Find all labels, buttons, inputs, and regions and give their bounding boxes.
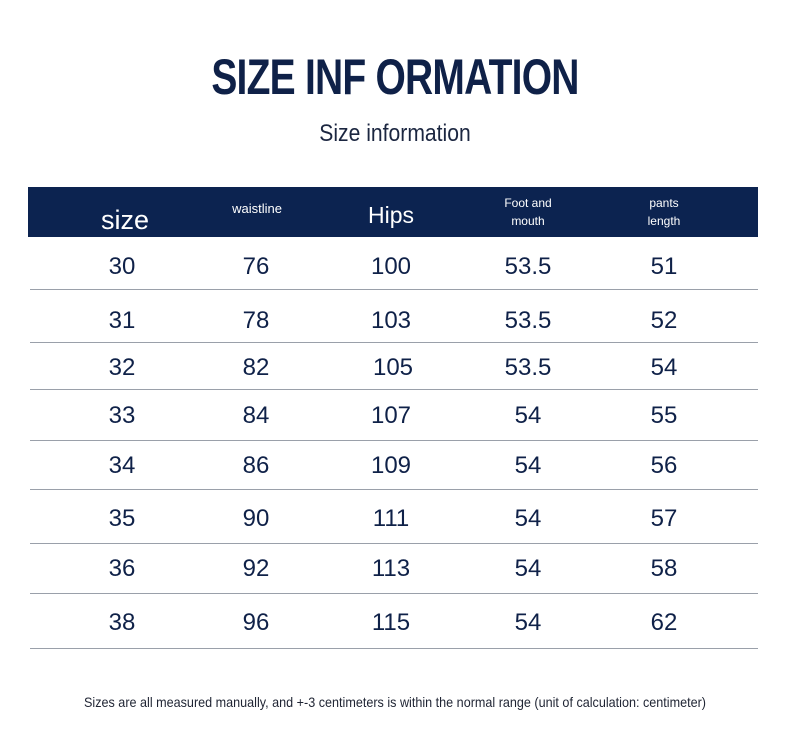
cell-waistline: 84 bbox=[242, 401, 270, 429]
cell-pants-length: 52 bbox=[650, 306, 678, 334]
cell-size: 31 bbox=[108, 306, 136, 334]
cell-waistline: 92 bbox=[242, 555, 270, 582]
cell-pants-length: 58 bbox=[650, 555, 678, 582]
cell-foot-and-mouth: 54 bbox=[514, 401, 542, 429]
size-table: size waistline Hips Foot and mouth pants… bbox=[28, 187, 758, 649]
cell-waistline: 76 bbox=[242, 253, 270, 280]
cell-foot-and-mouth: 53.5 bbox=[504, 253, 552, 280]
cell-foot-and-mouth: 54 bbox=[514, 504, 542, 532]
cell-pants-length: 57 bbox=[650, 504, 678, 532]
cell-size: 35 bbox=[108, 504, 136, 532]
header-size: size bbox=[100, 204, 150, 235]
table-row: 32 82 105 53.5 54 bbox=[30, 343, 758, 390]
cell-foot-and-mouth: 53.5 bbox=[504, 354, 552, 381]
table-row: 35 90 111 54 57 bbox=[30, 491, 758, 544]
cell-foot-and-mouth: 53.5 bbox=[504, 306, 552, 334]
footnote: Sizes are all measured manually, and +-3… bbox=[83, 694, 707, 710]
cell-hips: 109 bbox=[370, 452, 412, 479]
table-header: size waistline Hips Foot and mouth pants… bbox=[28, 187, 758, 237]
table-row: 36 92 113 54 58 bbox=[30, 544, 758, 594]
table-row: 38 96 115 54 62 bbox=[30, 595, 758, 649]
cell-size: 32 bbox=[108, 354, 136, 381]
cell-hips: 103 bbox=[370, 306, 412, 334]
cell-size: 34 bbox=[108, 452, 136, 479]
cell-size: 38 bbox=[108, 608, 136, 636]
cell-hips: 111 bbox=[372, 504, 410, 532]
page-title: SIZE INF ORMATION bbox=[211, 49, 579, 105]
table-row: 33 84 107 54 55 bbox=[30, 391, 758, 441]
cell-size: 30 bbox=[108, 253, 136, 280]
cell-waistline: 90 bbox=[242, 504, 270, 532]
table-row: 30 76 100 53.5 51 bbox=[30, 237, 758, 290]
cell-waistline: 96 bbox=[242, 608, 270, 636]
cell-waistline: 82 bbox=[242, 354, 270, 381]
cell-waistline: 78 bbox=[242, 306, 270, 334]
cell-hips: 105 bbox=[372, 354, 414, 381]
page-subtitle: Size information bbox=[319, 120, 471, 147]
table-row: 31 78 103 53.5 52 bbox=[30, 291, 758, 343]
cell-pants-length: 55 bbox=[650, 401, 678, 429]
cell-size: 36 bbox=[108, 555, 136, 582]
cell-pants-length: 62 bbox=[650, 608, 678, 636]
cell-hips: 100 bbox=[370, 253, 412, 280]
table-row: 34 86 109 54 56 bbox=[30, 441, 758, 490]
cell-hips: 115 bbox=[371, 608, 411, 636]
cell-hips: 107 bbox=[370, 401, 412, 429]
cell-size: 33 bbox=[108, 401, 136, 429]
header-waistline: waistline bbox=[232, 200, 282, 216]
header-pants-length: pants length bbox=[647, 196, 681, 228]
cell-pants-length: 56 bbox=[650, 452, 678, 479]
header-foot-and-mouth: Foot and mouth bbox=[504, 196, 552, 228]
cell-pants-length: 54 bbox=[650, 354, 678, 381]
cell-waistline: 86 bbox=[242, 452, 270, 479]
cell-pants-length: 51 bbox=[650, 253, 678, 280]
cell-foot-and-mouth: 54 bbox=[514, 555, 542, 582]
header-hips: Hips bbox=[367, 201, 415, 228]
cell-foot-and-mouth: 54 bbox=[514, 452, 542, 479]
cell-foot-and-mouth: 54 bbox=[514, 608, 542, 636]
cell-hips: 113 bbox=[371, 555, 411, 582]
